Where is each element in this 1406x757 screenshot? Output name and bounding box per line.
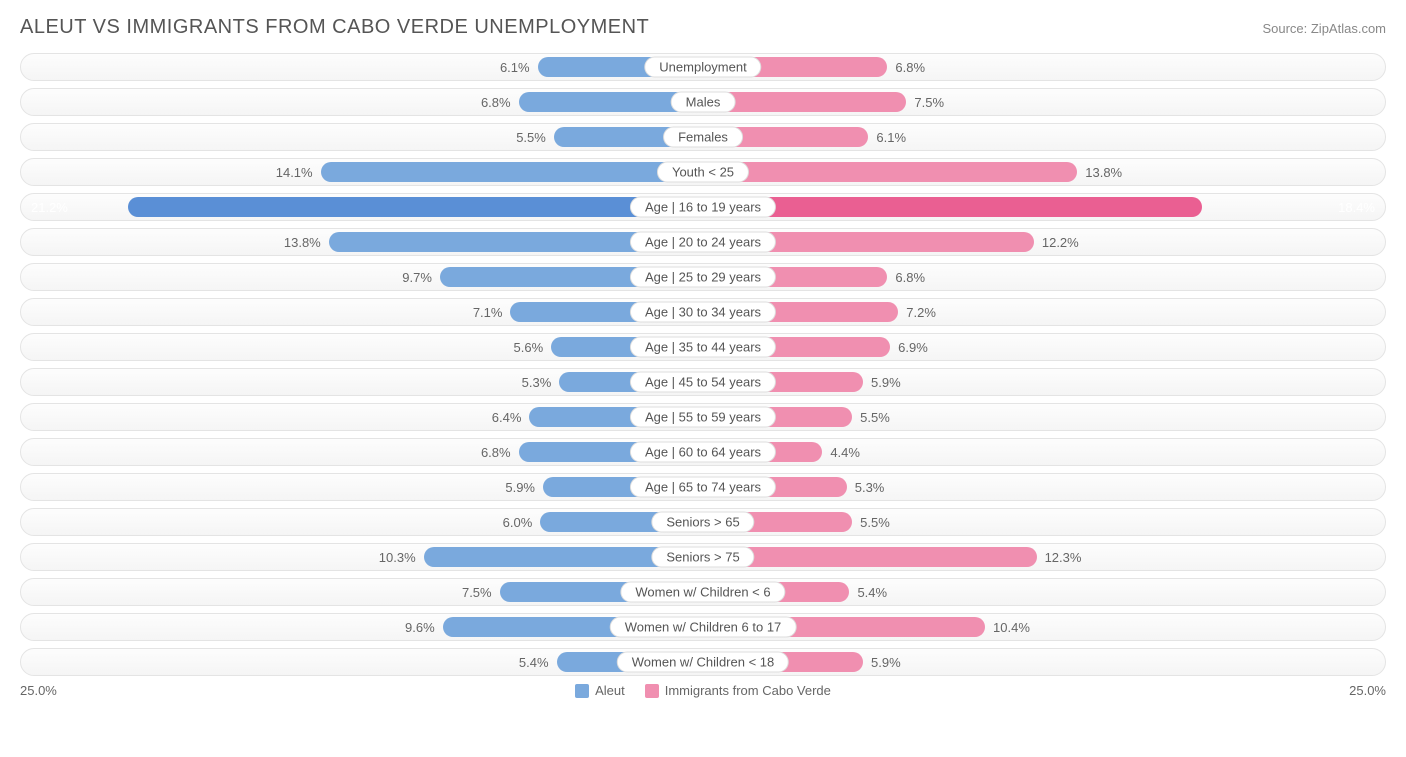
chart-row: 6.0% 5.5% Seniors > 65 [20,508,1386,536]
category-label: Age | 55 to 59 years [630,407,776,428]
chart-row: 6.1% 6.8% Unemployment [20,53,1386,81]
category-label: Seniors > 75 [651,547,754,568]
bar-value-left: 6.8% [481,95,511,110]
legend-item-right: Immigrants from Cabo Verde [645,683,831,698]
bar-value-right: 6.8% [895,270,925,285]
chart-title: ALEUT VS IMMIGRANTS FROM CABO VERDE UNEM… [20,16,649,39]
bar-left [321,162,703,182]
bar-value-left: 10.3% [379,550,416,565]
chart-row: 7.5% 5.4% Women w/ Children < 6 [20,578,1386,606]
chart-row: 21.2% 18.4% Age | 16 to 19 years [20,193,1386,221]
bar-value-right: 6.1% [876,130,906,145]
category-label: Age | 20 to 24 years [630,232,776,253]
diverging-bar-chart: 6.1% 6.8% Unemployment 6.8% 7.5% Males 5.5% 6.1… [20,53,1386,676]
chart-legend: Aleut Immigrants from Cabo Verde [57,683,1349,698]
chart-row: 5.5% 6.1% Females [20,123,1386,151]
chart-row: 6.8% 7.5% Males [20,88,1386,116]
category-label: Women w/ Children 6 to 17 [610,617,797,638]
category-label: Age | 60 to 64 years [630,442,776,463]
bar-value-left: 6.4% [492,410,522,425]
bar-value-left: 5.9% [505,480,535,495]
legend-swatch-right [645,684,659,698]
chart-row: 7.1% 7.2% Age | 30 to 34 years [20,298,1386,326]
category-label: Age | 35 to 44 years [630,337,776,358]
category-label: Age | 25 to 29 years [630,267,776,288]
bar-value-left: 9.7% [402,270,432,285]
legend-label-right: Immigrants from Cabo Verde [665,683,831,698]
chart-row: 14.1% 13.8% Youth < 25 [20,158,1386,186]
category-label: Males [671,92,736,113]
bar-right [703,197,1202,217]
bar-value-left: 7.1% [473,305,503,320]
chart-header: ALEUT VS IMMIGRANTS FROM CABO VERDE UNEM… [20,16,1386,39]
chart-row: 5.9% 5.3% Age | 65 to 74 years [20,473,1386,501]
bar-right [703,162,1077,182]
chart-row: 6.8% 4.4% Age | 60 to 64 years [20,438,1386,466]
bar-value-left: 7.5% [462,585,492,600]
chart-row: 5.3% 5.9% Age | 45 to 54 years [20,368,1386,396]
bar-value-right: 10.4% [993,620,1030,635]
bar-value-right: 18.4% [1338,200,1375,215]
bar-value-left: 6.0% [503,515,533,530]
category-label: Seniors > 65 [651,512,754,533]
bar-value-left: 6.8% [481,445,511,460]
bar-value-right: 6.9% [898,340,928,355]
legend-label-left: Aleut [595,683,625,698]
chart-source: Source: ZipAtlas.com [1262,21,1386,36]
bar-value-left: 5.6% [514,340,544,355]
bar-value-right: 5.3% [855,480,885,495]
chart-row: 13.8% 12.2% Age | 20 to 24 years [20,228,1386,256]
chart-footer: 25.0% Aleut Immigrants from Cabo Verde 2… [20,683,1386,698]
bar-value-left: 5.4% [519,655,549,670]
category-label: Women w/ Children < 18 [617,652,789,673]
category-label: Age | 30 to 34 years [630,302,776,323]
bar-left [128,197,703,217]
category-label: Females [663,127,743,148]
bar-value-right: 12.3% [1045,550,1082,565]
category-label: Youth < 25 [657,162,749,183]
bar-value-right: 7.2% [906,305,936,320]
bar-value-right: 4.4% [830,445,860,460]
chart-row: 9.7% 6.8% Age | 25 to 29 years [20,263,1386,291]
bar-value-right: 5.9% [871,375,901,390]
category-label: Age | 16 to 19 years [630,197,776,218]
bar-value-left: 21.2% [31,200,68,215]
chart-row: 5.4% 5.9% Women w/ Children < 18 [20,648,1386,676]
bar-value-right: 5.5% [860,410,890,425]
bar-value-right: 12.2% [1042,235,1079,250]
category-label: Women w/ Children < 6 [620,582,785,603]
chart-row: 6.4% 5.5% Age | 55 to 59 years [20,403,1386,431]
bar-value-left: 5.5% [516,130,546,145]
bar-value-left: 13.8% [284,235,321,250]
bar-value-right: 6.8% [895,60,925,75]
bar-value-left: 14.1% [276,165,313,180]
category-label: Age | 65 to 74 years [630,477,776,498]
legend-item-left: Aleut [575,683,625,698]
axis-max-right: 25.0% [1349,683,1386,698]
bar-value-right: 5.4% [857,585,887,600]
bar-value-left: 9.6% [405,620,435,635]
chart-row: 5.6% 6.9% Age | 35 to 44 years [20,333,1386,361]
bar-value-right: 13.8% [1085,165,1122,180]
bar-value-left: 6.1% [500,60,530,75]
legend-swatch-left [575,684,589,698]
axis-max-left: 25.0% [20,683,57,698]
bar-value-left: 5.3% [522,375,552,390]
bar-value-right: 7.5% [914,95,944,110]
bar-value-right: 5.9% [871,655,901,670]
chart-row: 9.6% 10.4% Women w/ Children 6 to 17 [20,613,1386,641]
chart-row: 10.3% 12.3% Seniors > 75 [20,543,1386,571]
bar-value-right: 5.5% [860,515,890,530]
category-label: Age | 45 to 54 years [630,372,776,393]
category-label: Unemployment [644,57,761,78]
